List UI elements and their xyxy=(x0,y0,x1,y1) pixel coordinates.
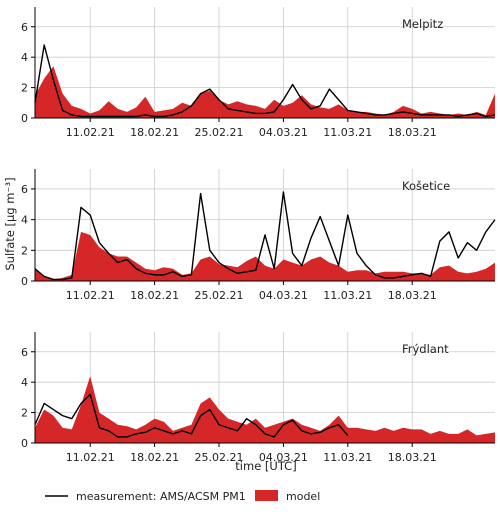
model-area-1 xyxy=(35,231,495,281)
x-tick-label: 18.03.21 xyxy=(388,126,437,139)
station-label: Košetice xyxy=(402,179,450,193)
measurement-line-1 xyxy=(34,191,496,281)
y-tick-label: 0 xyxy=(21,437,28,450)
x-tick-label: 25.02.21 xyxy=(195,126,244,139)
x-tick-label: 18.02.21 xyxy=(130,451,179,464)
x-tick-label: 04.03.21 xyxy=(259,451,308,464)
x-tick-label: 04.03.21 xyxy=(259,126,308,139)
legend-measurement-label: measurement: AMS/ACSM PM1 xyxy=(76,490,246,503)
measurement-line-2 xyxy=(34,393,349,438)
panel-0: 0 2 4 6 11.02.21 18.02.21 25.02.21 04.03.21 11.0… xyxy=(21,7,496,139)
y-tick-label: 2 xyxy=(21,407,28,420)
y-tick-label: 6 xyxy=(21,21,28,34)
y-tick-label: 2 xyxy=(21,244,28,257)
y-tick-label: 4 xyxy=(21,51,28,64)
model-area-0 xyxy=(35,66,495,118)
x-tick-label: 11.02.21 xyxy=(66,451,115,464)
y-tick-label: 2 xyxy=(21,82,28,95)
y-tick-label: 0 xyxy=(21,112,28,125)
measurement-line-0 xyxy=(34,44,496,118)
x-tick-label: 18.02.21 xyxy=(130,289,179,302)
panel-2: 0 2 4 6 11.02.21 18.02.21 25.02.21 04.03.21 11.0… xyxy=(21,332,495,464)
x-tick-label: 25.02.21 xyxy=(195,451,244,464)
panel-1: 0 2 4 6 11.02.21 18.02.21 25.02.21 04.03.21 11.0… xyxy=(21,169,496,302)
x-tick-label: 11.02.21 xyxy=(66,289,115,302)
station-label: Melpitz xyxy=(402,17,443,31)
y-axis-label: Sulfate [µg m⁻³] xyxy=(3,177,17,270)
x-tick-label: 11.03.21 xyxy=(323,289,372,302)
y-tick-label: 4 xyxy=(21,214,28,227)
x-tick-label: 18.02.21 xyxy=(130,126,179,139)
y-tick-label: 0 xyxy=(21,275,28,288)
x-tick-label: 11.03.21 xyxy=(323,126,372,139)
legend-model-swatch xyxy=(255,490,278,501)
y-tick-label: 6 xyxy=(21,183,28,196)
panels-group: 0 2 4 6 11.02.21 18.02.21 25.02.21 04.03.21 11.0… xyxy=(21,7,496,464)
x-tick-label: 18.03.21 xyxy=(388,289,437,302)
legend: measurement: AMS/ACSM PM1 model xyxy=(45,490,320,503)
x-axis-label: time [UTC] xyxy=(235,459,296,473)
x-tick-label: 25.02.21 xyxy=(195,289,244,302)
y-tick-label: 6 xyxy=(21,346,28,359)
x-tick-label: 18.03.21 xyxy=(388,451,437,464)
y-tick-label: 4 xyxy=(21,376,28,389)
model-area-2 xyxy=(35,376,495,443)
station-label: Frýdlant xyxy=(402,342,449,356)
x-tick-label: 04.03.21 xyxy=(259,289,308,302)
x-tick-label: 11.03.21 xyxy=(323,451,372,464)
legend-model-label: model xyxy=(286,490,320,503)
x-tick-label: 11.02.21 xyxy=(66,126,115,139)
